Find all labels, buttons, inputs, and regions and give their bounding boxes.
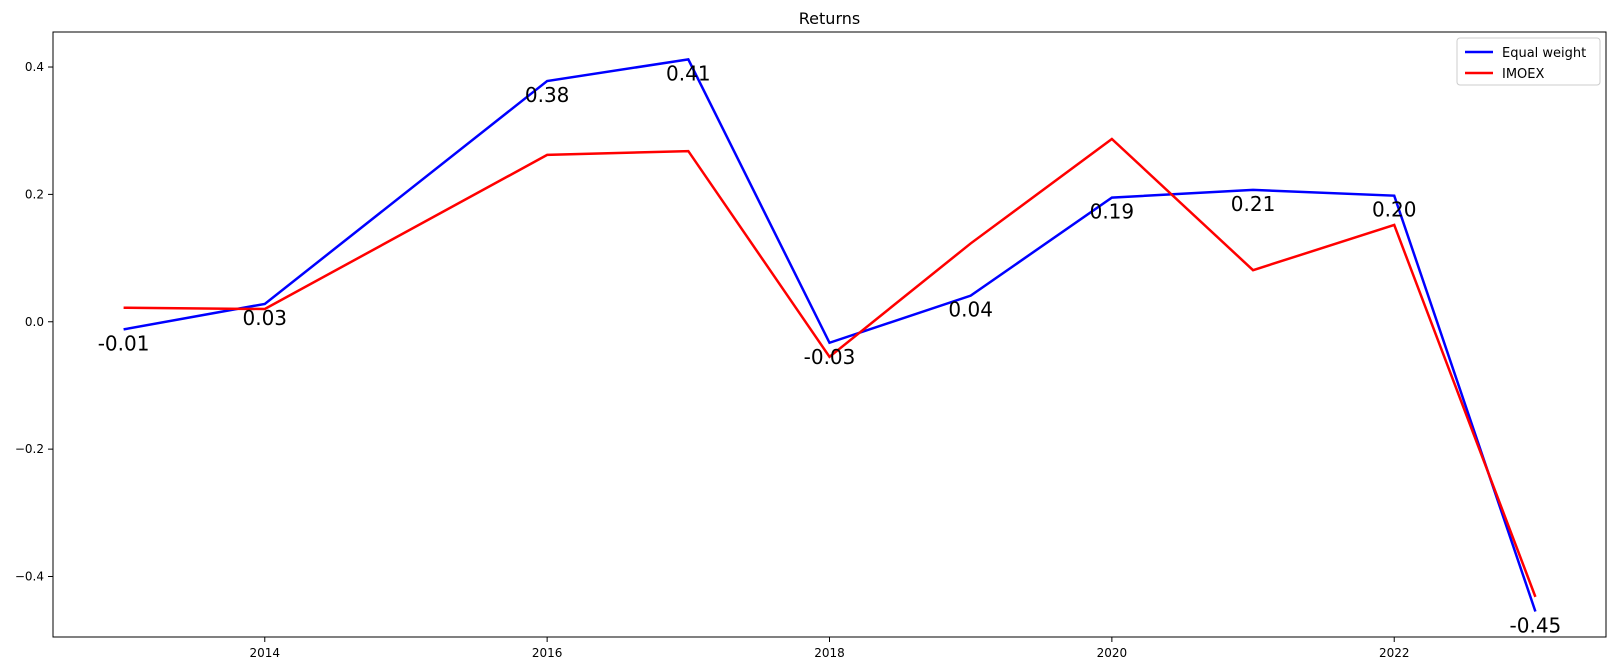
legend-label: IMOEX [1502,67,1544,82]
data-label: 0.19 [1090,200,1135,224]
chart-title: Returns [799,9,860,28]
y-axis: −0.4 −0.2 0.0 0.2 0.4 [15,60,53,584]
data-label: -0.03 [804,345,856,369]
y-tick-label: 0.0 [25,315,44,329]
data-label: 0.21 [1231,192,1276,216]
data-label: 0.20 [1372,198,1417,222]
data-label: 0.03 [243,306,288,330]
x-tick-label: 2020 [1097,646,1128,660]
data-label: -0.01 [98,331,150,355]
data-label: 0.04 [948,298,993,322]
series-line [123,137,1537,598]
x-tick-label: 2014 [249,646,280,660]
data-label: 0.38 [525,83,570,107]
series-line [123,58,1537,612]
y-tick-label: 0.4 [25,60,44,74]
data-label: 0.41 [666,61,711,85]
data-label: -0.45 [1510,614,1562,638]
y-tick-label: −0.2 [15,442,44,456]
y-tick-label: −0.4 [15,570,44,584]
x-tick-label: 2018 [814,646,845,660]
legend-label: Equal weight [1502,46,1586,61]
plot-area: -0.01 0.03 0.38 0.41 -0.03 0.04 0.19 0.21 0.20 -0… [98,58,1562,638]
x-tick-label: 2022 [1379,646,1410,660]
x-tick-label: 2016 [532,646,563,660]
legend: Equal weight IMOEX [1456,37,1601,86]
axes-frame [52,31,1607,638]
x-axis: 2014 2016 2018 2020 2022 [249,637,1410,660]
y-tick-label: 0.2 [25,187,44,201]
